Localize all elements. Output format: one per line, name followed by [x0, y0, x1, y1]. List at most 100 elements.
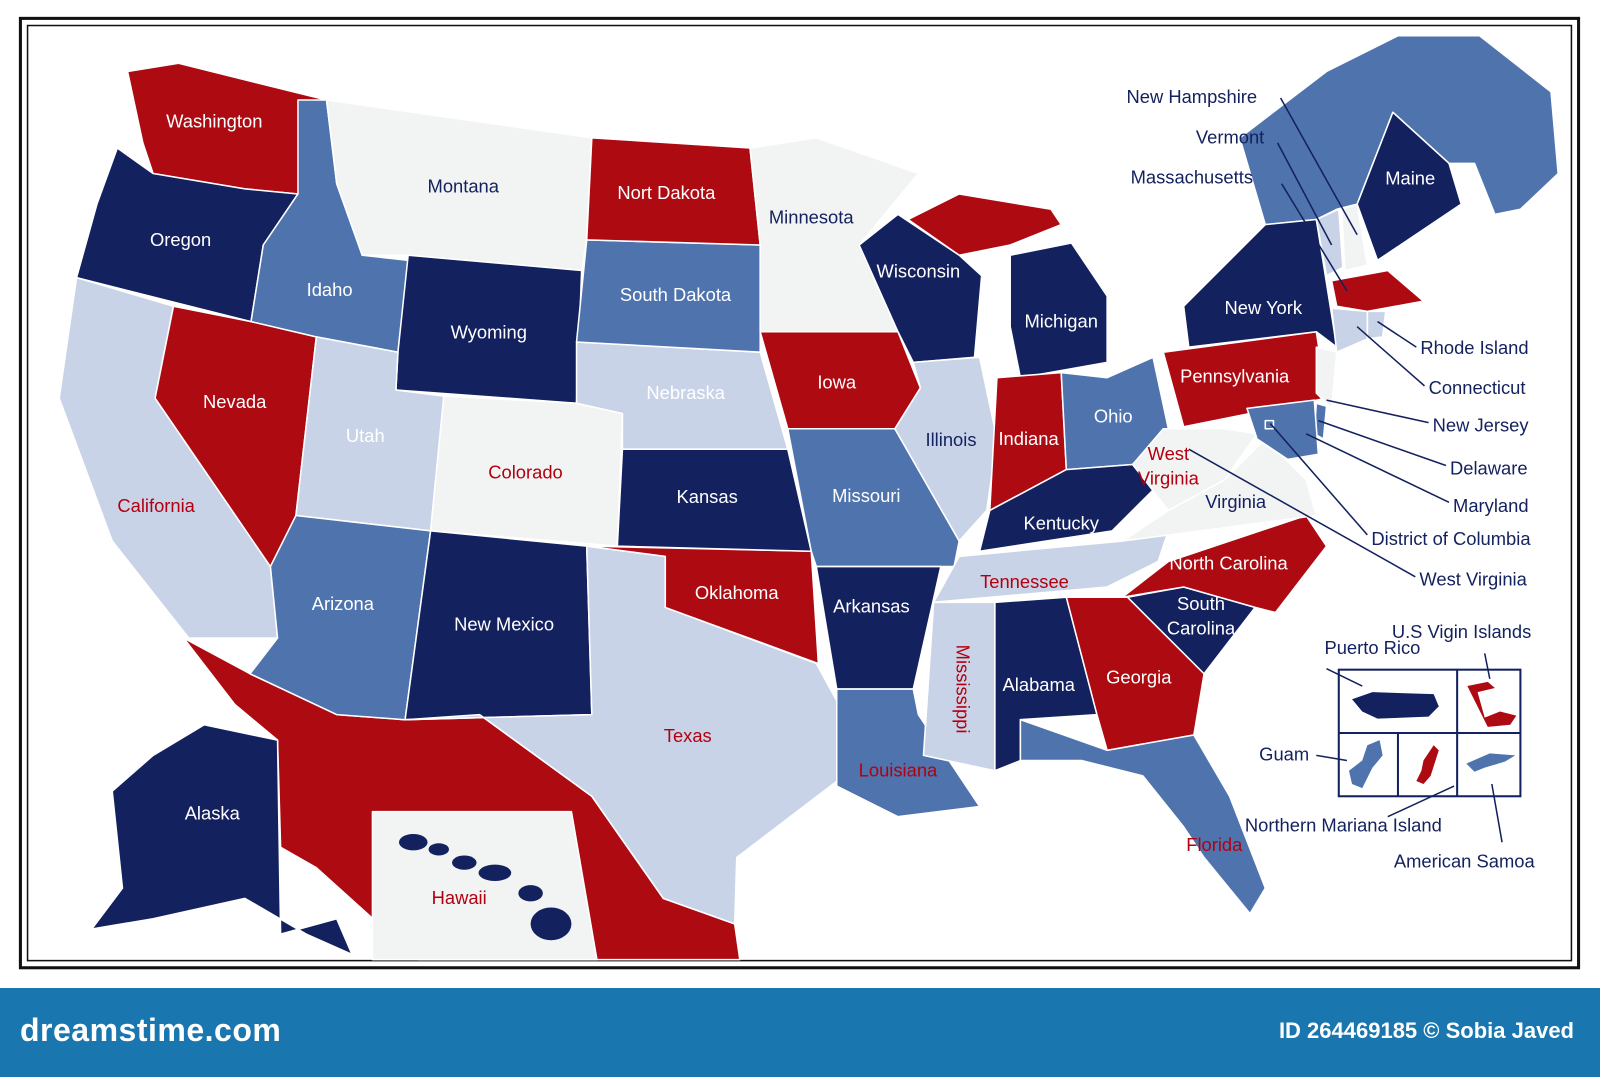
labels-layer: Washington Oregon California Nevada Idaho Mon…: [117, 86, 1535, 908]
state-label: South Dakota: [620, 284, 732, 305]
state-label: Oklahoma: [695, 582, 779, 603]
state-label: Nevada: [203, 391, 267, 412]
map-frame-outer: [18, 16, 1581, 970]
state-label: Kentucky: [1023, 513, 1099, 534]
state-ma[interactable]: [1330, 269, 1425, 313]
state-label-line: Virginia: [1138, 468, 1200, 489]
state-me[interactable]: [1356, 111, 1462, 262]
territory-label: Guam: [1259, 743, 1309, 764]
hawaii-island: [398, 834, 428, 851]
image-credit: ID 264469185 © Sobia Javed: [1278, 1018, 1574, 1043]
callout-line: [1326, 399, 1429, 424]
callout-line: [1316, 754, 1348, 762]
territory-vi[interactable]: [1467, 681, 1517, 727]
state-label: Indiana: [998, 428, 1059, 449]
state-fl[interactable]: [1019, 718, 1267, 915]
state-ak[interactable]: [91, 724, 353, 956]
state-ct[interactable]: [1330, 307, 1369, 353]
footer-banner: dreamstime.com ID 264469185 © Sobia Jave…: [0, 988, 1600, 1077]
state-label: Missouri: [832, 485, 900, 506]
state-label: Mississippi: [952, 645, 973, 734]
state-label: New York: [1224, 297, 1302, 318]
state-ny[interactable]: [1182, 218, 1338, 348]
callout-label: Connecticut: [1429, 377, 1526, 398]
hawaii-island: [428, 843, 449, 856]
state-co[interactable]: [429, 395, 624, 547]
callout-line: [1305, 433, 1450, 503]
callout-line: [1279, 97, 1358, 236]
state-hi[interactable]: [371, 810, 598, 961]
state-wi[interactable]: [858, 213, 983, 364]
state-label: Wyoming: [451, 322, 527, 343]
callout-label: West Virginia: [1419, 569, 1527, 590]
callout-line: [1269, 423, 1368, 536]
state-label: Illinois: [926, 429, 977, 450]
callout-line: [1387, 785, 1455, 818]
state-label: Iowa: [817, 372, 857, 393]
state-label: Alaska: [185, 802, 241, 823]
callout-line: [1280, 183, 1348, 292]
callout-line: [1491, 783, 1503, 843]
territory-as[interactable]: [1466, 753, 1516, 772]
state-label: Oregon: [150, 229, 211, 250]
territory-gu[interactable]: [1348, 740, 1383, 789]
state-nj[interactable]: [1315, 346, 1338, 410]
callout-line: [1356, 326, 1425, 387]
callout-label: Massachusetts: [1131, 167, 1253, 188]
callout-line: [1326, 667, 1363, 687]
callout-lines: [1188, 97, 1503, 843]
callout-label: New Jersey: [1433, 415, 1530, 436]
hawaii-island: [478, 864, 512, 881]
state-label: California: [117, 495, 195, 516]
state-label: Georgia: [1106, 667, 1172, 688]
state-nc[interactable]: [1121, 514, 1328, 614]
state-wy[interactable]: [395, 254, 583, 405]
state-label: Colorado: [488, 462, 562, 483]
territory-label: American Samoa: [1394, 850, 1536, 871]
state-label: Louisiana: [859, 760, 938, 781]
hawaii-island: [452, 855, 477, 870]
state-label: Alabama: [1003, 674, 1076, 695]
state-label: Nebraska: [646, 382, 725, 403]
state-la[interactable]: [835, 688, 981, 818]
dreamstime-logo[interactable]: dreamstime.com: [20, 1012, 282, 1048]
callout-label: Rhode Island: [1420, 337, 1528, 358]
state-label: Texas: [664, 725, 712, 746]
state-label: North Carolina: [1169, 552, 1288, 573]
state-label: Tennessee: [980, 571, 1069, 592]
callout-line: [1483, 653, 1491, 680]
hawaii-island: [518, 885, 543, 902]
callout-line: [1377, 320, 1417, 348]
territory-pr[interactable]: [1352, 692, 1439, 719]
callout-label: Maryland: [1453, 495, 1528, 516]
territories-inset: [1337, 668, 1522, 798]
state-ar[interactable]: [815, 565, 942, 690]
callout-line: [1276, 142, 1333, 246]
state-label: Utah: [346, 425, 385, 446]
state-il[interactable]: [894, 356, 998, 542]
state-label: Florida: [1186, 834, 1243, 855]
state-mi[interactable]: [1009, 242, 1108, 379]
callout-line: [1318, 419, 1447, 467]
callout-label: Vermont: [1196, 127, 1264, 148]
state-nh[interactable]: [1341, 203, 1369, 272]
state-label-line: South: [1177, 593, 1225, 614]
state-md[interactable]: [1246, 399, 1320, 461]
map-frame-inner: [26, 24, 1573, 962]
state-label: Kansas: [677, 486, 738, 507]
callout-line: [1188, 448, 1416, 578]
state-dc[interactable]: [1264, 419, 1275, 430]
state-label: New Mexico: [454, 614, 554, 635]
territory-label: Puerto Rico: [1324, 637, 1420, 658]
state-label: Montana: [428, 176, 500, 197]
state-label: Nort Dakota: [617, 182, 716, 203]
state-label-line: West: [1148, 443, 1189, 464]
state-label-line: Carolina: [1167, 618, 1236, 639]
state-label: Pennsylvania: [1180, 366, 1290, 387]
territory-mp[interactable]: [1416, 745, 1439, 785]
state-label: Arizona: [312, 593, 375, 614]
state-label: Wisconsin: [877, 260, 961, 281]
state-label: Virginia: [1205, 491, 1267, 512]
callout-label: Delaware: [1450, 457, 1528, 478]
